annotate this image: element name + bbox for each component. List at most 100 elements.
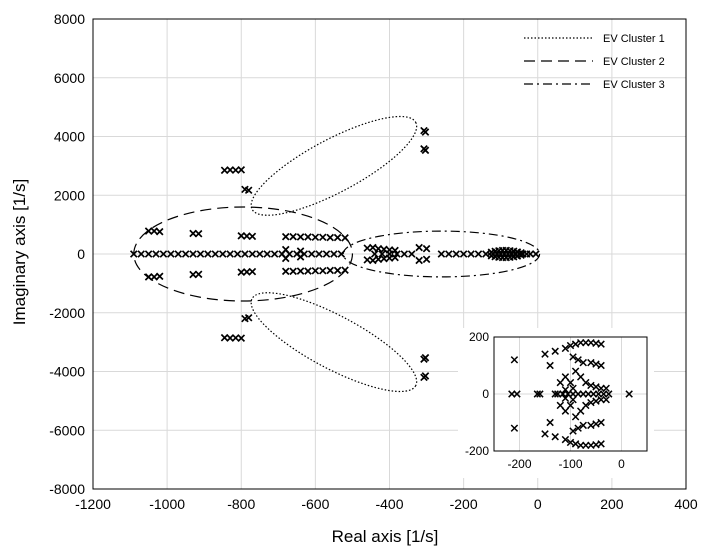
inset-eigenvalue-marker — [592, 360, 600, 368]
eigenvalue-marker — [244, 313, 253, 322]
eigenvalue-marker — [189, 250, 197, 258]
eigenvalue-marker — [304, 233, 312, 241]
eigenvalue-marker — [296, 267, 305, 275]
inset-eigenvalue-marker — [551, 347, 559, 355]
eigenvalue-marker — [370, 250, 379, 258]
x-tick-label: -800 — [227, 496, 255, 512]
eigenvalue-marker — [137, 250, 145, 258]
eigenvalue-marker — [415, 243, 423, 252]
inset-eigenvalue-marker — [541, 350, 549, 358]
eigenvalue-marker — [296, 247, 305, 255]
inset-eigenvalue-marker — [510, 424, 519, 432]
inset-eigenvalue-marker — [597, 418, 605, 427]
eigenvalue-marker — [474, 250, 483, 258]
inset-x-tick-label: 0 — [618, 457, 625, 471]
inset-eigenvalue-marker — [587, 398, 595, 407]
inset-eigenvalue-marker — [561, 385, 570, 394]
x-tick-label: -400 — [375, 496, 403, 512]
eigenvalue-marker — [482, 250, 490, 258]
eigenvalue-marker — [194, 270, 203, 279]
inset-eigenvalue-marker — [592, 420, 600, 428]
inset-eigenvalue-marker — [597, 440, 605, 448]
inset-eigenvalue-marker — [582, 401, 590, 410]
inset-eigenvalue-marker — [574, 424, 582, 432]
inset-eigenvalue-marker — [597, 340, 605, 348]
eigenvalue-marker — [315, 250, 323, 258]
eigenvalue-marker — [526, 250, 535, 258]
eigenvalue-marker — [144, 250, 153, 258]
eigenvalue-marker — [218, 250, 227, 258]
y-tick-label: -8000 — [49, 481, 85, 497]
eigenvalue-marker — [233, 250, 242, 258]
inset-x-tick-label: -200 — [507, 457, 531, 471]
inset-eigenvalue-marker — [587, 358, 595, 367]
inset-eigenvalue-marker — [566, 438, 575, 447]
eigenvalue-marker — [204, 250, 212, 258]
eigenvalue-marker — [333, 233, 342, 242]
y-axis-title: Imaginary axis [1/s] — [10, 179, 29, 325]
x-tick-label: -200 — [450, 496, 478, 512]
y-tick-label: 6000 — [54, 70, 85, 86]
eigenvalue-marker — [144, 273, 153, 281]
inset-eigenvalue-marker — [582, 378, 590, 387]
inset-eigenvalue-marker — [571, 367, 580, 375]
inset-eigenvalue-marker — [587, 381, 595, 390]
x-tick-label: -600 — [301, 496, 329, 512]
inset-eigenvalue-marker — [571, 440, 580, 448]
eigenvalue-marker — [289, 267, 297, 276]
inset-y-tick-label: 0 — [482, 387, 489, 401]
eigenvalue-marker — [330, 250, 338, 258]
eigenvalue-marker — [263, 250, 271, 258]
cluster-ellipse — [342, 230, 541, 278]
eigenvalue-marker — [437, 250, 446, 258]
inset-x-tick-label: -100 — [558, 457, 582, 471]
eigenvalue-marker — [333, 266, 342, 275]
eigenvalue-marker — [211, 250, 220, 258]
inset-eigenvalue-marker — [571, 340, 580, 348]
eigenvalue-marker — [393, 250, 401, 258]
y-tick-label: 2000 — [54, 187, 85, 203]
inset-eigenvalue-marker — [579, 358, 587, 367]
eigenvalue-marker — [378, 250, 386, 258]
plot-frame — [92, 18, 687, 490]
inset-eigenvalue-marker — [546, 418, 554, 427]
eigenvalue-marker — [270, 250, 279, 258]
inset-eigenvalue-marker — [566, 341, 575, 350]
eigenvalue-marker — [237, 334, 246, 342]
eigenvalue-marker — [155, 272, 164, 281]
legend-label: EV Cluster 1 — [603, 33, 665, 45]
legend-label: EV Cluster 2 — [603, 56, 665, 68]
inset-eigenvalue-marker — [569, 384, 577, 393]
x-tick-label: -1200 — [75, 496, 111, 512]
inset-eigenvalue-marker — [546, 361, 554, 370]
eigenvalue-marker — [467, 250, 475, 258]
eigenvalue-marker — [281, 254, 290, 263]
inset-eigenvalue-marker — [602, 384, 610, 393]
eigenvalue-marker — [307, 250, 316, 258]
inset-eigenvalue-marker — [574, 356, 582, 364]
x-tick-label: 0 — [534, 496, 542, 512]
cluster-ellipse — [250, 115, 418, 216]
inset-eigenvalue-marker — [561, 407, 570, 415]
x-tick-label: -1000 — [149, 496, 185, 512]
inset-eigenvalue-marker — [513, 390, 521, 398]
eigenvalue-marker — [326, 266, 335, 275]
eigenvalue-marker — [152, 250, 160, 258]
cluster-ellipse — [250, 292, 418, 393]
eigenvalue-marker — [341, 266, 349, 274]
inset-eigenvalue-marker — [569, 353, 577, 361]
inset-eigenvalue-marker — [566, 401, 575, 410]
eigenvalue-marker — [400, 250, 409, 258]
x-axis-title: Real axis [1/s] — [332, 527, 439, 546]
inset-eigenvalue-marker — [561, 435, 570, 444]
eigenvalue-marker — [337, 250, 346, 258]
eigenvalue-marker — [248, 250, 257, 258]
eigenvalue-marker — [255, 250, 264, 258]
eigenvalue-marker — [129, 250, 138, 258]
inset-eigenvalue-marker — [533, 390, 542, 398]
inset-frame — [493, 336, 648, 452]
eigenvalue-marker — [281, 267, 290, 276]
inset-eigenvalue-marker — [569, 395, 577, 404]
